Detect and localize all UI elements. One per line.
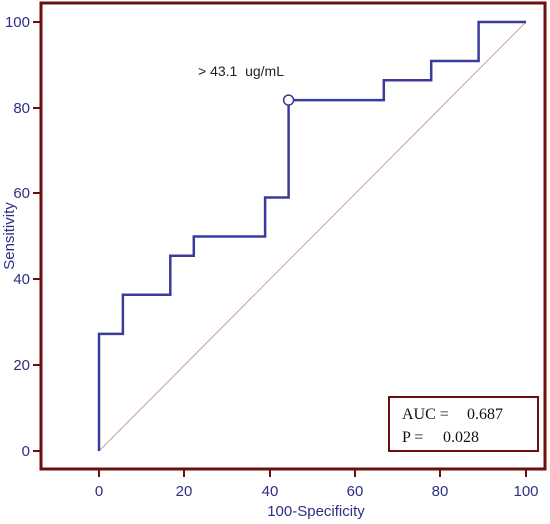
y-tick-label: 60 — [13, 185, 30, 202]
roc-curve-line — [97, 20, 526, 451]
y-tick-label: 100 — [5, 14, 30, 31]
y-tick-label: 40 — [13, 271, 30, 288]
y-tick-label: 80 — [13, 100, 30, 117]
x-axis-title: 100-Specificity — [267, 503, 365, 520]
reference-diagonal-line — [98, 21, 527, 452]
y-tick-label: 20 — [13, 357, 30, 374]
x-tick-label: 40 — [262, 483, 279, 500]
criterion-point-marker — [282, 94, 295, 106]
y-tick-label: 0 — [22, 443, 30, 460]
x-tick-label: 0 — [95, 483, 103, 500]
p-value: 0.028 — [443, 429, 479, 446]
tick-marks — [33, 21, 527, 477]
x-tick-label: 80 — [432, 483, 449, 500]
criterion-annotation: > 43.1 ug/mL — [198, 63, 284, 79]
p-label: P = — [402, 429, 423, 446]
plot-frame — [39, 1, 547, 471]
auc-value: 0.687 — [467, 406, 503, 423]
stats-box: AUC = 0.687 P = 0.028 — [388, 396, 539, 452]
x-tick-label: 100 — [513, 483, 538, 500]
x-tick-label: 20 — [176, 483, 193, 500]
x-tick-label: 60 — [347, 483, 364, 500]
auc-label: AUC = — [402, 406, 449, 423]
y-axis-title: Sensitivity — [1, 202, 18, 270]
